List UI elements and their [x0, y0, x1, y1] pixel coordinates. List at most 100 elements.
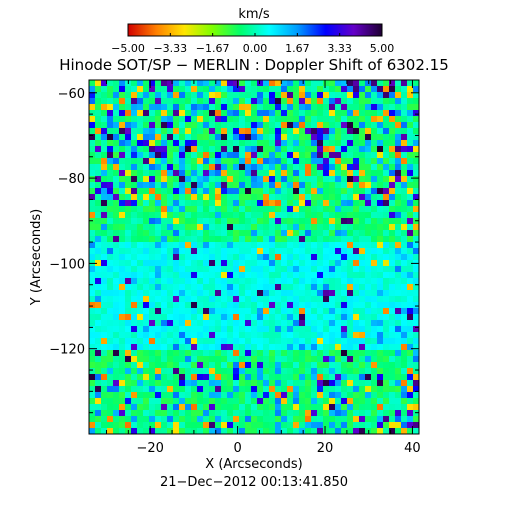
map-pixel: [185, 212, 191, 218]
map-pixel: [131, 104, 137, 110]
map-pixel: [185, 404, 191, 410]
map-pixel: [281, 260, 287, 266]
map-pixel: [149, 284, 155, 290]
map-pixel: [371, 362, 377, 368]
map-pixel: [227, 350, 233, 356]
map-pixel: [173, 182, 179, 188]
map-pixel: [389, 92, 395, 98]
map-pixel: [251, 350, 257, 356]
map-pixel: [89, 266, 95, 272]
map-pixel: [353, 416, 359, 422]
map-pixel: [191, 326, 197, 332]
map-pixel: [329, 302, 335, 308]
map-pixel: [395, 236, 401, 242]
map-pixel: [167, 386, 173, 392]
map-pixel: [227, 362, 233, 368]
map-pixel: [353, 326, 359, 332]
map-pixel: [179, 170, 185, 176]
map-pixel: [95, 236, 101, 242]
map-pixel: [233, 272, 239, 278]
map-pixel: [113, 356, 119, 362]
map-pixel: [101, 224, 107, 230]
map-pixel: [341, 152, 347, 158]
map-pixel: [293, 248, 299, 254]
map-pixel: [269, 368, 275, 374]
map-pixel: [227, 416, 233, 422]
map-pixel: [413, 326, 419, 332]
map-pixel: [407, 224, 413, 230]
map-pixel: [107, 176, 113, 182]
map-pixel: [89, 164, 95, 170]
map-pixel: [275, 158, 281, 164]
map-pixel: [347, 386, 353, 392]
map-pixel: [407, 278, 413, 284]
map-pixel: [125, 284, 131, 290]
map-pixel: [275, 236, 281, 242]
map-pixel: [389, 122, 395, 128]
map-pixel: [413, 170, 419, 176]
map-pixel: [167, 320, 173, 326]
map-pixel: [209, 404, 215, 410]
map-pixel: [119, 242, 125, 248]
map-pixel: [311, 302, 317, 308]
map-pixel: [173, 314, 179, 320]
map-pixel: [341, 86, 347, 92]
map-pixel: [383, 146, 389, 152]
map-pixel: [341, 248, 347, 254]
map-pixel: [341, 218, 347, 224]
colorbar-tick-label: 1.67: [285, 42, 310, 55]
map-pixel: [347, 194, 353, 200]
map-pixel: [149, 230, 155, 236]
map-pixel: [107, 188, 113, 194]
map-pixel: [305, 116, 311, 122]
map-pixel: [107, 398, 113, 404]
map-pixel: [239, 194, 245, 200]
map-pixel: [113, 308, 119, 314]
map-pixel: [101, 194, 107, 200]
map-pixel: [161, 296, 167, 302]
map-pixel: [263, 86, 269, 92]
map-pixel: [137, 146, 143, 152]
map-pixel: [287, 98, 293, 104]
map-pixel: [287, 314, 293, 320]
map-pixel: [101, 218, 107, 224]
map-pixel: [293, 140, 299, 146]
map-pixel: [287, 152, 293, 158]
map-pixel: [341, 158, 347, 164]
map-pixel: [377, 212, 383, 218]
map-pixel: [365, 176, 371, 182]
map-pixel: [185, 362, 191, 368]
map-pixel: [251, 92, 257, 98]
map-pixel: [359, 368, 365, 374]
map-pixel: [341, 92, 347, 98]
map-pixel: [251, 206, 257, 212]
map-pixel: [293, 188, 299, 194]
map-pixel: [335, 356, 341, 362]
map-pixel: [143, 260, 149, 266]
map-pixel: [143, 116, 149, 122]
map-pixel: [251, 290, 257, 296]
map-pixel: [323, 236, 329, 242]
map-pixel: [155, 182, 161, 188]
map-pixel: [353, 278, 359, 284]
map-pixel: [95, 80, 101, 86]
map-pixel: [377, 428, 383, 434]
map-pixel: [101, 230, 107, 236]
map-pixel: [245, 284, 251, 290]
map-pixel: [341, 110, 347, 116]
map-pixel: [209, 392, 215, 398]
map-pixel: [197, 314, 203, 320]
map-pixel: [347, 158, 353, 164]
map-pixel: [167, 326, 173, 332]
map-pixel: [269, 308, 275, 314]
map-pixel: [197, 122, 203, 128]
map-pixel: [167, 194, 173, 200]
map-pixel: [383, 230, 389, 236]
map-pixel: [167, 356, 173, 362]
map-pixel: [173, 356, 179, 362]
map-pixel: [209, 332, 215, 338]
map-pixel: [323, 92, 329, 98]
map-pixel: [287, 254, 293, 260]
map-pixel: [317, 392, 323, 398]
map-pixel: [239, 422, 245, 428]
